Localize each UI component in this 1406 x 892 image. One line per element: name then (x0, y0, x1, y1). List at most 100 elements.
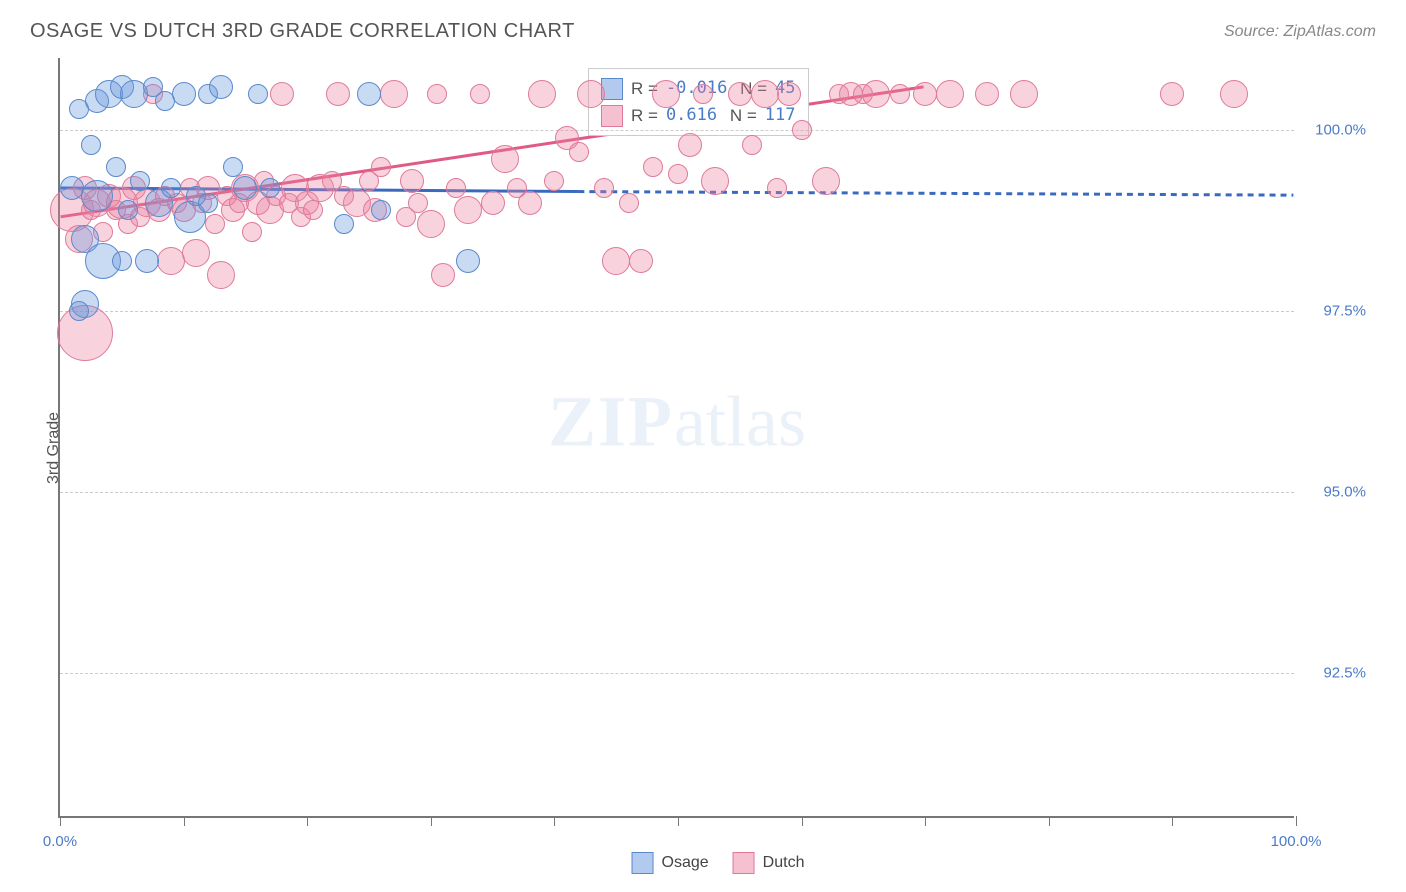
xtick (307, 816, 308, 826)
data-point-dutch (303, 200, 323, 220)
data-point-osage (371, 200, 391, 220)
data-point-dutch (470, 84, 490, 104)
data-point-dutch (602, 247, 630, 275)
data-point-dutch (777, 82, 801, 106)
gridline-h (60, 130, 1294, 131)
data-point-dutch (577, 80, 605, 108)
gridline-h (60, 492, 1294, 493)
data-point-dutch (182, 239, 210, 267)
data-point-dutch (812, 167, 840, 195)
data-point-dutch (481, 191, 505, 215)
data-point-dutch (417, 210, 445, 238)
data-point-osage (112, 251, 132, 271)
data-point-osage (172, 82, 196, 106)
data-point-osage (198, 193, 218, 213)
xtick (925, 816, 926, 826)
data-point-dutch (454, 196, 482, 224)
data-point-dutch (207, 261, 235, 289)
data-point-dutch (380, 80, 408, 108)
legend-label: Osage (662, 854, 709, 872)
data-point-dutch (678, 133, 702, 157)
data-point-osage (69, 301, 89, 321)
chart-title: OSAGE VS DUTCH 3RD GRADE CORRELATION CHA… (30, 20, 575, 43)
watermark: ZIPatlas (548, 380, 806, 463)
data-point-dutch (629, 249, 653, 273)
legend-bottom: Osage Dutch (632, 852, 805, 874)
plot-area: ZIPatlas R = -0.016 N = 45 R = 0.616 N =… (58, 58, 1294, 818)
ytick-label: 97.5% (1323, 303, 1366, 320)
r-value-dutch: 0.616 (666, 102, 717, 129)
data-point-osage (456, 249, 480, 273)
data-point-dutch (652, 80, 680, 108)
data-point-osage (357, 82, 381, 106)
data-point-dutch (751, 80, 779, 108)
xtick (1049, 816, 1050, 826)
watermark-bold: ZIP (548, 381, 674, 461)
data-point-dutch (326, 82, 350, 106)
ytick-label: 100.0% (1315, 122, 1366, 139)
legend-item-dutch: Dutch (733, 852, 805, 874)
data-point-osage (260, 178, 280, 198)
data-point-osage (223, 157, 243, 177)
data-point-dutch (643, 157, 663, 177)
data-point-dutch (427, 84, 447, 104)
data-point-dutch (371, 157, 391, 177)
data-point-dutch (792, 120, 812, 140)
chart-header: OSAGE VS DUTCH 3RD GRADE CORRELATION CHA… (0, 0, 1406, 53)
data-point-dutch (1160, 82, 1184, 106)
data-point-dutch (400, 169, 424, 193)
gridline-h (60, 673, 1294, 674)
data-point-dutch (975, 82, 999, 106)
data-point-dutch (890, 84, 910, 104)
data-point-osage (334, 214, 354, 234)
xtick (431, 816, 432, 826)
data-point-dutch (1010, 80, 1038, 108)
legend-label: Dutch (763, 854, 805, 872)
data-point-osage (130, 171, 150, 191)
data-point-dutch (862, 80, 890, 108)
data-point-dutch (619, 193, 639, 213)
data-point-dutch (668, 164, 688, 184)
legend-swatch-dutch (733, 852, 755, 874)
legend-swatch-osage (632, 852, 654, 874)
data-point-dutch (1220, 80, 1248, 108)
data-point-osage (106, 157, 126, 177)
watermark-light: atlas (674, 381, 806, 461)
data-point-dutch (544, 171, 564, 191)
data-point-osage (81, 135, 101, 155)
data-point-dutch (936, 80, 964, 108)
data-point-osage (81, 180, 113, 212)
chart-container: 3rd Grade ZIPatlas R = -0.016 N = 45 R =… (58, 58, 1378, 838)
xtick (1172, 816, 1173, 826)
data-point-dutch (767, 178, 787, 198)
data-point-dutch (693, 84, 713, 104)
xtick-label: 100.0% (1271, 833, 1322, 850)
chart-source: Source: ZipAtlas.com (1224, 23, 1376, 41)
data-point-dutch (569, 142, 589, 162)
data-point-dutch (528, 80, 556, 108)
data-point-dutch (242, 222, 262, 242)
data-point-dutch (205, 214, 225, 234)
data-point-dutch (594, 178, 614, 198)
gridline-h (60, 311, 1294, 312)
data-point-osage (161, 178, 181, 198)
legend-item-osage: Osage (632, 852, 709, 874)
swatch-dutch (601, 105, 623, 127)
data-point-dutch (701, 167, 729, 195)
data-point-osage (118, 200, 138, 220)
xtick (678, 816, 679, 826)
data-point-osage (233, 176, 257, 200)
xtick (60, 816, 61, 826)
ytick-label: 95.0% (1323, 484, 1366, 501)
data-point-dutch (270, 82, 294, 106)
xtick (554, 816, 555, 826)
data-point-dutch (728, 82, 752, 106)
xtick (802, 816, 803, 826)
data-point-dutch (913, 82, 937, 106)
xtick (184, 816, 185, 826)
data-point-dutch (491, 145, 519, 173)
data-point-dutch (431, 263, 455, 287)
data-point-dutch (446, 178, 466, 198)
data-point-osage (248, 84, 268, 104)
data-point-dutch (518, 191, 542, 215)
